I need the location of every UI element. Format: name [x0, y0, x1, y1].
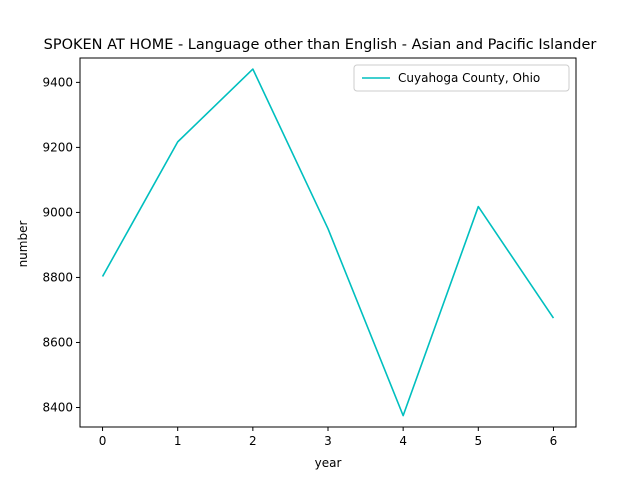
- y-tick-label: 8400: [42, 400, 73, 414]
- legend-box: [353, 64, 570, 92]
- y-tick-label: 9000: [42, 205, 73, 219]
- plot-area: 0 1 2 3 4 5 6 8400 8600 8800 9000 9200 9400: [42, 57, 577, 448]
- x-tick-label: 4: [399, 434, 407, 448]
- y-tick-label: 9200: [42, 140, 73, 154]
- y-tick-label: 9400: [42, 75, 73, 89]
- x-tick-label: 5: [474, 434, 482, 448]
- x-tick-label: 2: [249, 434, 257, 448]
- y-tick-label: 8600: [42, 335, 73, 349]
- y-axis-label: number: [16, 221, 30, 268]
- chart-title: SPOKEN AT HOME - Language other than Eng…: [44, 37, 597, 53]
- x-tick-label: 1: [174, 434, 182, 448]
- y-tick-label: 8800: [42, 270, 73, 284]
- x-tick-label: 6: [550, 434, 558, 448]
- x-axis-label: year: [315, 456, 342, 470]
- legend: Cuyahoga County, Ohio: [353, 64, 570, 92]
- x-tick-label: 3: [324, 434, 332, 448]
- legend-label: Cuyahoga County, Ohio: [398, 71, 540, 85]
- x-tick-label: 0: [99, 434, 107, 448]
